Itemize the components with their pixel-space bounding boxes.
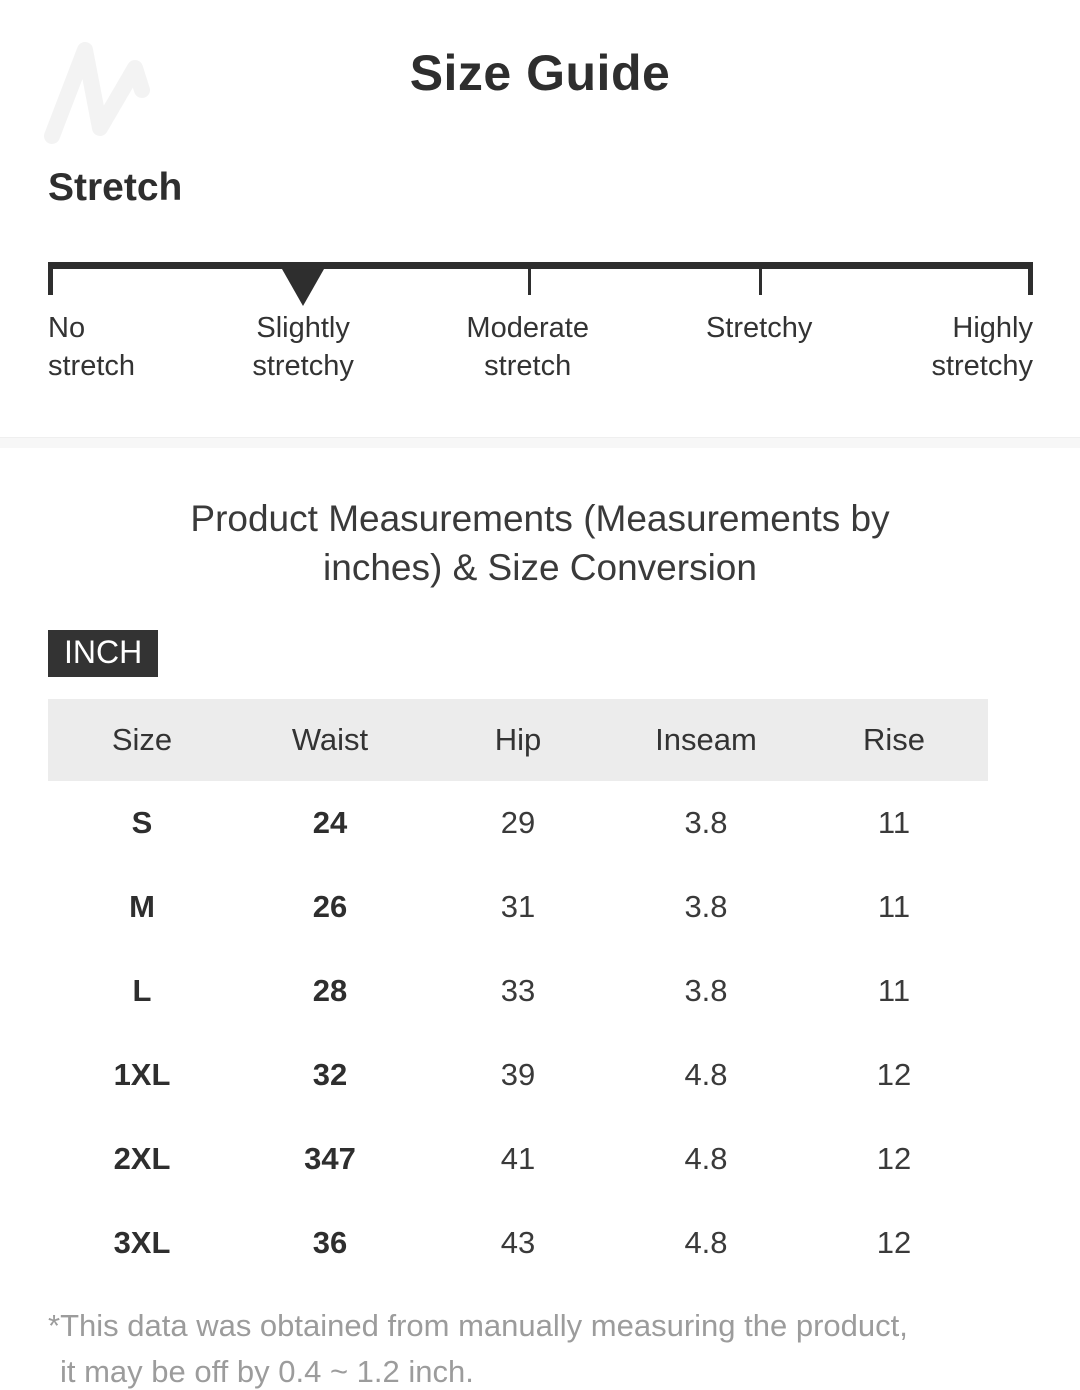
- cell-size: 1XL: [113, 1057, 171, 1092]
- cell-size: S: [131, 805, 153, 840]
- scale-track: [48, 262, 1033, 269]
- cell-inseam: 4.8: [684, 1141, 728, 1176]
- cell-hip: 33: [500, 973, 536, 1008]
- table-row-3xl: 3XL 36 43 4.8 12: [48, 1201, 988, 1285]
- cell-rise: 11: [877, 973, 911, 1008]
- cell-rise: 12: [876, 1141, 912, 1176]
- cell-inseam: 3.8: [684, 889, 728, 924]
- cell-rise: 11: [877, 889, 911, 924]
- size-table-header: Size Waist Hip Inseam Rise: [48, 699, 988, 781]
- cell-hip: 29: [500, 805, 536, 840]
- footnote-line-1: *This data was obtained from manually me…: [48, 1308, 908, 1343]
- measurement-footnote: *This data was obtained from manually me…: [48, 1303, 1032, 1390]
- cell-inseam: 3.8: [684, 805, 728, 840]
- cell-size: L: [132, 973, 152, 1008]
- cell-size: 3XL: [113, 1225, 171, 1260]
- table-row-s: S 24 29 3.8 11: [48, 781, 988, 865]
- page-title: Size Guide: [409, 45, 671, 101]
- measurements-section-title: Product Measurements (Measurements by in…: [190, 498, 890, 588]
- stretch-scale: [48, 262, 1033, 306]
- header-rise: Rise: [800, 699, 988, 781]
- size-table: Size Waist Hip Inseam Rise S 24 29 3.8 1…: [48, 699, 988, 1285]
- scale-tick-end: [1028, 269, 1033, 295]
- stretch-label-no-stretch: No stretch: [48, 312, 136, 382]
- stretch-scale-labels: No stretch Slightly stretchy Moderate st…: [48, 309, 1033, 405]
- table-header-row: Size Waist Hip Inseam Rise: [48, 699, 988, 781]
- cell-waist: 28: [312, 973, 348, 1008]
- scale-tick-start: [48, 269, 53, 295]
- cell-size: M: [129, 889, 155, 924]
- stretch-label-stretchy: Stretchy: [705, 312, 813, 344]
- cell-hip: 31: [500, 889, 536, 924]
- header-size: Size: [48, 699, 236, 781]
- table-row-m: M 26 31 3.8 11: [48, 865, 988, 949]
- stretch-label-moderate-stretch: Moderate stretch: [466, 312, 589, 382]
- header-waist: Waist: [236, 699, 424, 781]
- footnote-line-2: it may be off by 0.4 ~ 1.2 inch.: [60, 1354, 474, 1389]
- table-row-1xl: 1XL 32 39 4.8 12: [48, 1033, 988, 1117]
- scale-tick-moderate: [527, 269, 531, 295]
- cell-waist: 32: [312, 1057, 348, 1092]
- cell-hip: 43: [500, 1225, 536, 1260]
- size-table-body: S 24 29 3.8 11 M 26 31 3.8 11 L 28 33 3.…: [48, 781, 988, 1285]
- cell-size: 2XL: [113, 1141, 171, 1176]
- table-row-l: L 28 33 3.8 11: [48, 949, 988, 1033]
- stretch-label-slightly-stretchy: Slightly stretchy: [252, 312, 354, 382]
- cell-rise: 12: [876, 1057, 912, 1092]
- header-inseam: Inseam: [612, 699, 800, 781]
- cell-waist: 347: [304, 1141, 356, 1176]
- cell-inseam: 3.8: [684, 973, 728, 1008]
- table-row-2xl: 2XL 347 41 4.8 12: [48, 1117, 988, 1201]
- cell-waist: 26: [312, 889, 348, 924]
- triangle-marker-icon: [282, 269, 325, 306]
- stretch-section-heading: Stretch: [48, 166, 183, 209]
- cell-rise: 11: [877, 805, 911, 840]
- cell-waist: 24: [312, 805, 348, 840]
- cell-hip: 39: [500, 1057, 536, 1092]
- scale-tick-stretchy: [759, 269, 763, 295]
- cell-hip: 41: [500, 1141, 536, 1176]
- stretch-label-highly-stretchy: Highly stretchy: [931, 312, 1033, 382]
- cell-inseam: 4.8: [684, 1057, 728, 1092]
- cell-inseam: 4.8: [684, 1225, 728, 1260]
- header-hip: Hip: [424, 699, 612, 781]
- section-divider: [0, 437, 1080, 448]
- cell-waist: 36: [312, 1225, 348, 1260]
- cell-rise: 12: [876, 1225, 912, 1260]
- unit-inch-badge[interactable]: INCH: [48, 630, 159, 677]
